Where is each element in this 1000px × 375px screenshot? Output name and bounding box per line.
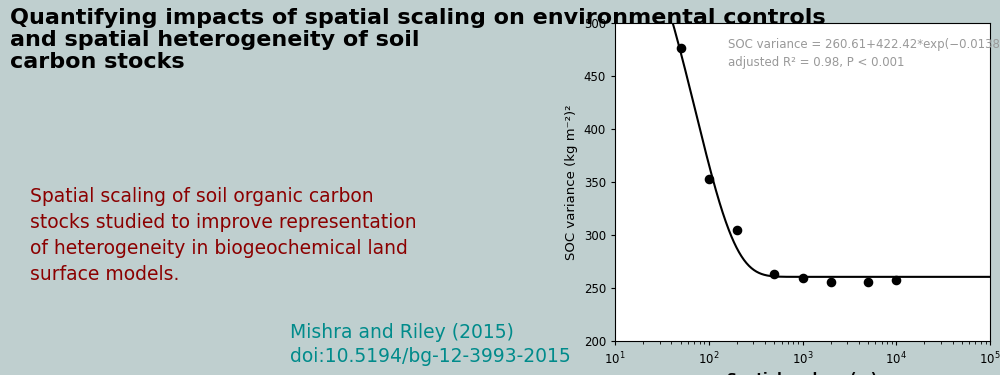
- Text: SOC variance = 260.61+422.42*exp(−0.0138*s)
adjusted R² = 0.98, P < 0.001: SOC variance = 260.61+422.42*exp(−0.0138…: [728, 39, 1000, 69]
- Point: [860, 279, 876, 285]
- Point: [673, 45, 689, 51]
- X-axis label: Spatial scale, s (m): Spatial scale, s (m): [727, 372, 878, 375]
- Point: [823, 279, 839, 285]
- Point: [888, 277, 904, 283]
- Text: Spatial scaling of soil organic carbon
stocks studied to improve representation
: Spatial scaling of soil organic carbon s…: [30, 188, 417, 284]
- Text: Quantifying impacts of spatial scaling on environmental controls
and spatial het: Quantifying impacts of spatial scaling o…: [10, 8, 826, 72]
- Point: [701, 176, 717, 182]
- Y-axis label: SOC variance (kg m⁻²)²: SOC variance (kg m⁻²)²: [565, 104, 578, 260]
- Text: Mishra and Riley (2015)
doi:10.5194/bg-12-3993-2015: Mishra and Riley (2015) doi:10.5194/bg-1…: [290, 322, 571, 366]
- Point: [794, 274, 810, 280]
- Point: [766, 272, 782, 278]
- Point: [729, 226, 745, 232]
